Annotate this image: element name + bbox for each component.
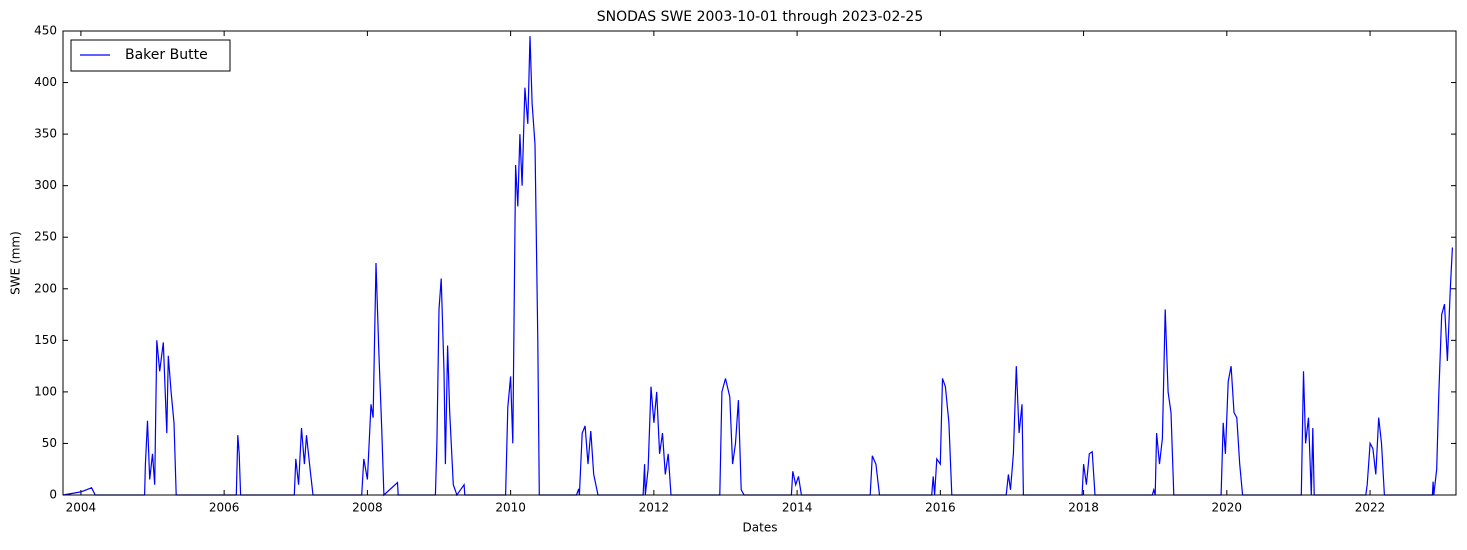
x-tick-label: 2010	[495, 501, 526, 515]
y-tick-label: 300	[34, 178, 57, 192]
x-tick-label: 2014	[782, 501, 813, 515]
plot-frame	[62, 30, 1457, 496]
legend-label: Baker Butte	[125, 47, 208, 63]
y-tick-label: 200	[34, 281, 57, 295]
y-tick-label: 450	[34, 24, 57, 38]
x-tick-label: 2018	[1068, 501, 1099, 515]
y-tick-label: 50	[42, 436, 57, 450]
x-tick-label: 2004	[66, 501, 97, 515]
x-tick-label: 2008	[352, 501, 383, 515]
x-tick-label: 2022	[1355, 501, 1386, 515]
y-tick-label: 0	[49, 488, 57, 502]
x-tick-label: 2016	[925, 501, 956, 515]
x-tick-label: 2020	[1212, 501, 1243, 515]
y-tick-label: 150	[34, 333, 57, 347]
x-tick-label: 2012	[639, 501, 670, 515]
x-axis-label: Dates	[743, 521, 778, 535]
y-tick-label: 350	[34, 127, 57, 141]
chart-title: SNODAS SWE 2003-10-01 through 2023-02-25	[597, 9, 923, 25]
y-tick-label: 250	[34, 230, 57, 244]
x-tick-label: 2006	[209, 501, 240, 515]
y-tick-label: 100	[34, 384, 57, 398]
y-axis-label: SWE (mm)	[9, 231, 23, 295]
data-line	[62, 36, 1453, 497]
y-tick-label: 400	[34, 75, 57, 89]
